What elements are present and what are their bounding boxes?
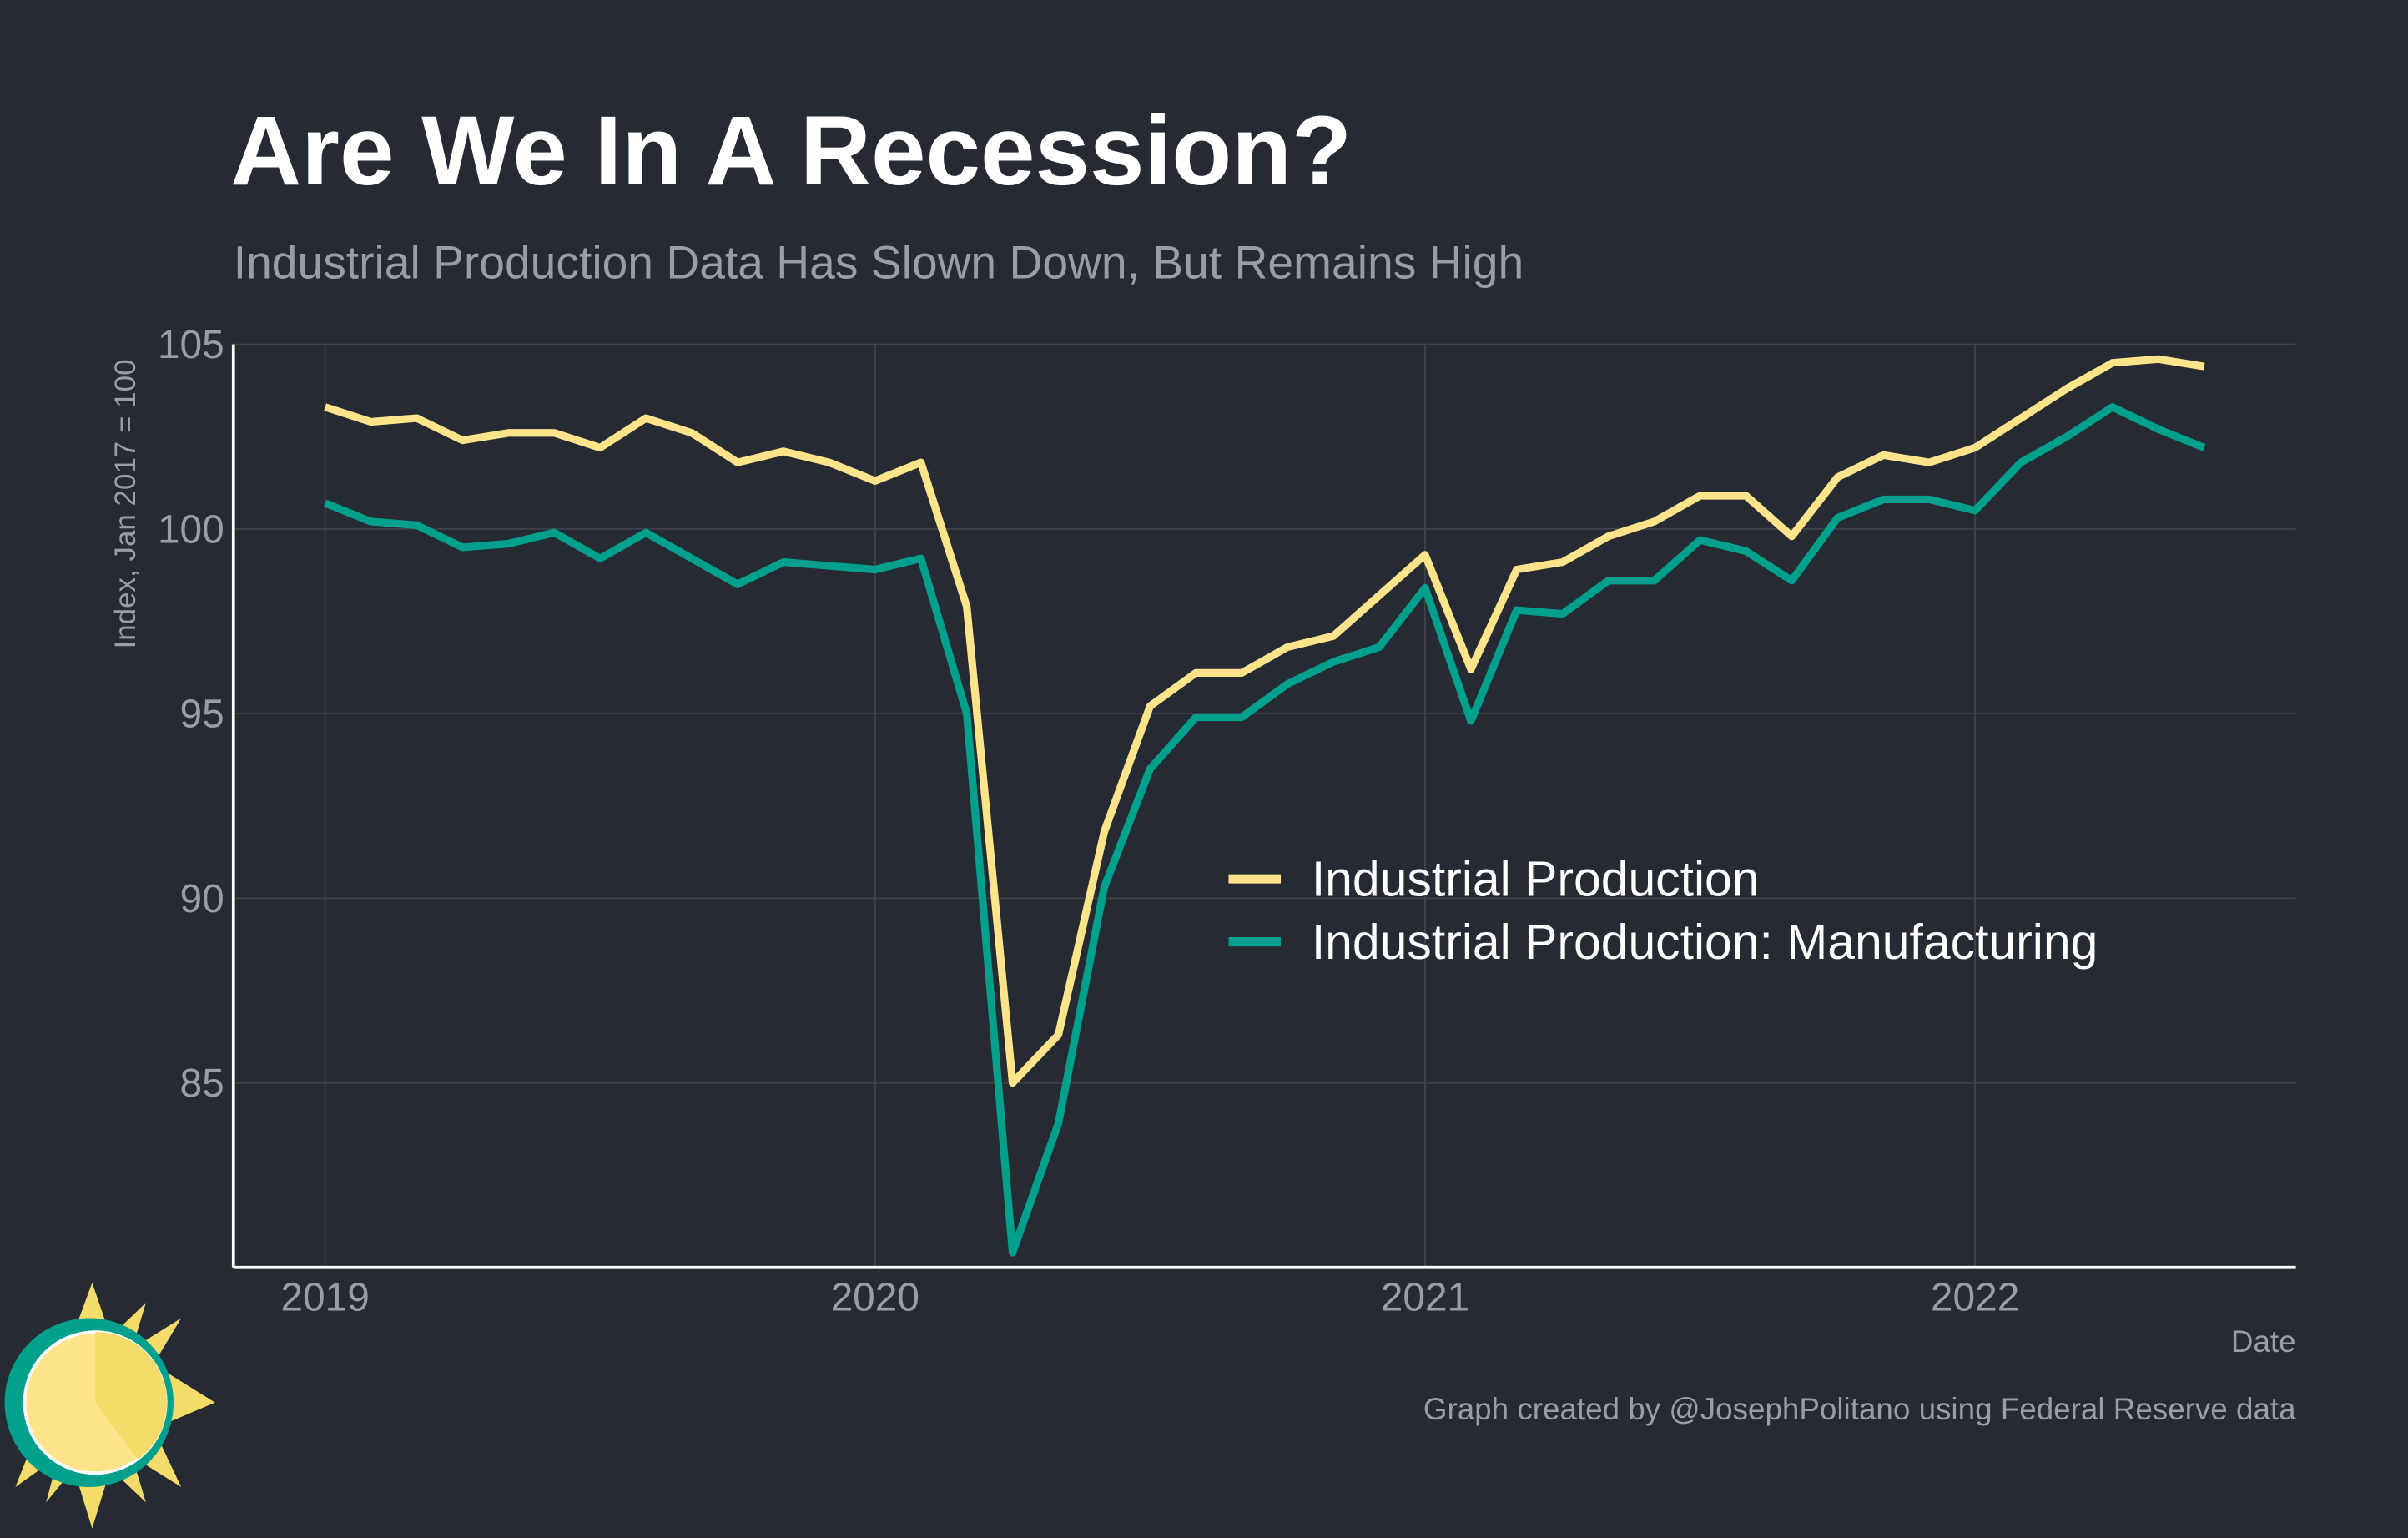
x-tick-label: 2021 <box>1381 1275 1469 1319</box>
caption: Graph created by @JosephPolitano using F… <box>1423 1392 2296 1426</box>
y-tick-label: 100 <box>158 507 224 552</box>
chart-subtitle: Industrial Production Data Has Slown Dow… <box>234 236 1524 288</box>
chart-title: Are We In A Recession? <box>230 95 1352 205</box>
legend-label: Industrial Production <box>1312 852 1760 906</box>
x-tick-label: 2022 <box>1931 1275 2019 1319</box>
y-tick-label: 105 <box>158 323 224 367</box>
x-axis-label: Date <box>2231 1324 2296 1359</box>
y-tick-label: 95 <box>180 693 224 737</box>
x-tick-label: 2019 <box>280 1275 369 1319</box>
sun-logo <box>4 1283 215 1529</box>
y-axis-label: Index, Jan 2017 = 100 <box>109 359 142 648</box>
y-tick-label: 85 <box>180 1061 224 1106</box>
series-line <box>324 355 2205 1087</box>
legend-label: Industrial Production: Manufacturing <box>1312 915 2098 970</box>
x-tick-label: 2020 <box>831 1275 919 1319</box>
series-line <box>323 403 2206 1257</box>
y-tick-label: 90 <box>180 877 224 921</box>
